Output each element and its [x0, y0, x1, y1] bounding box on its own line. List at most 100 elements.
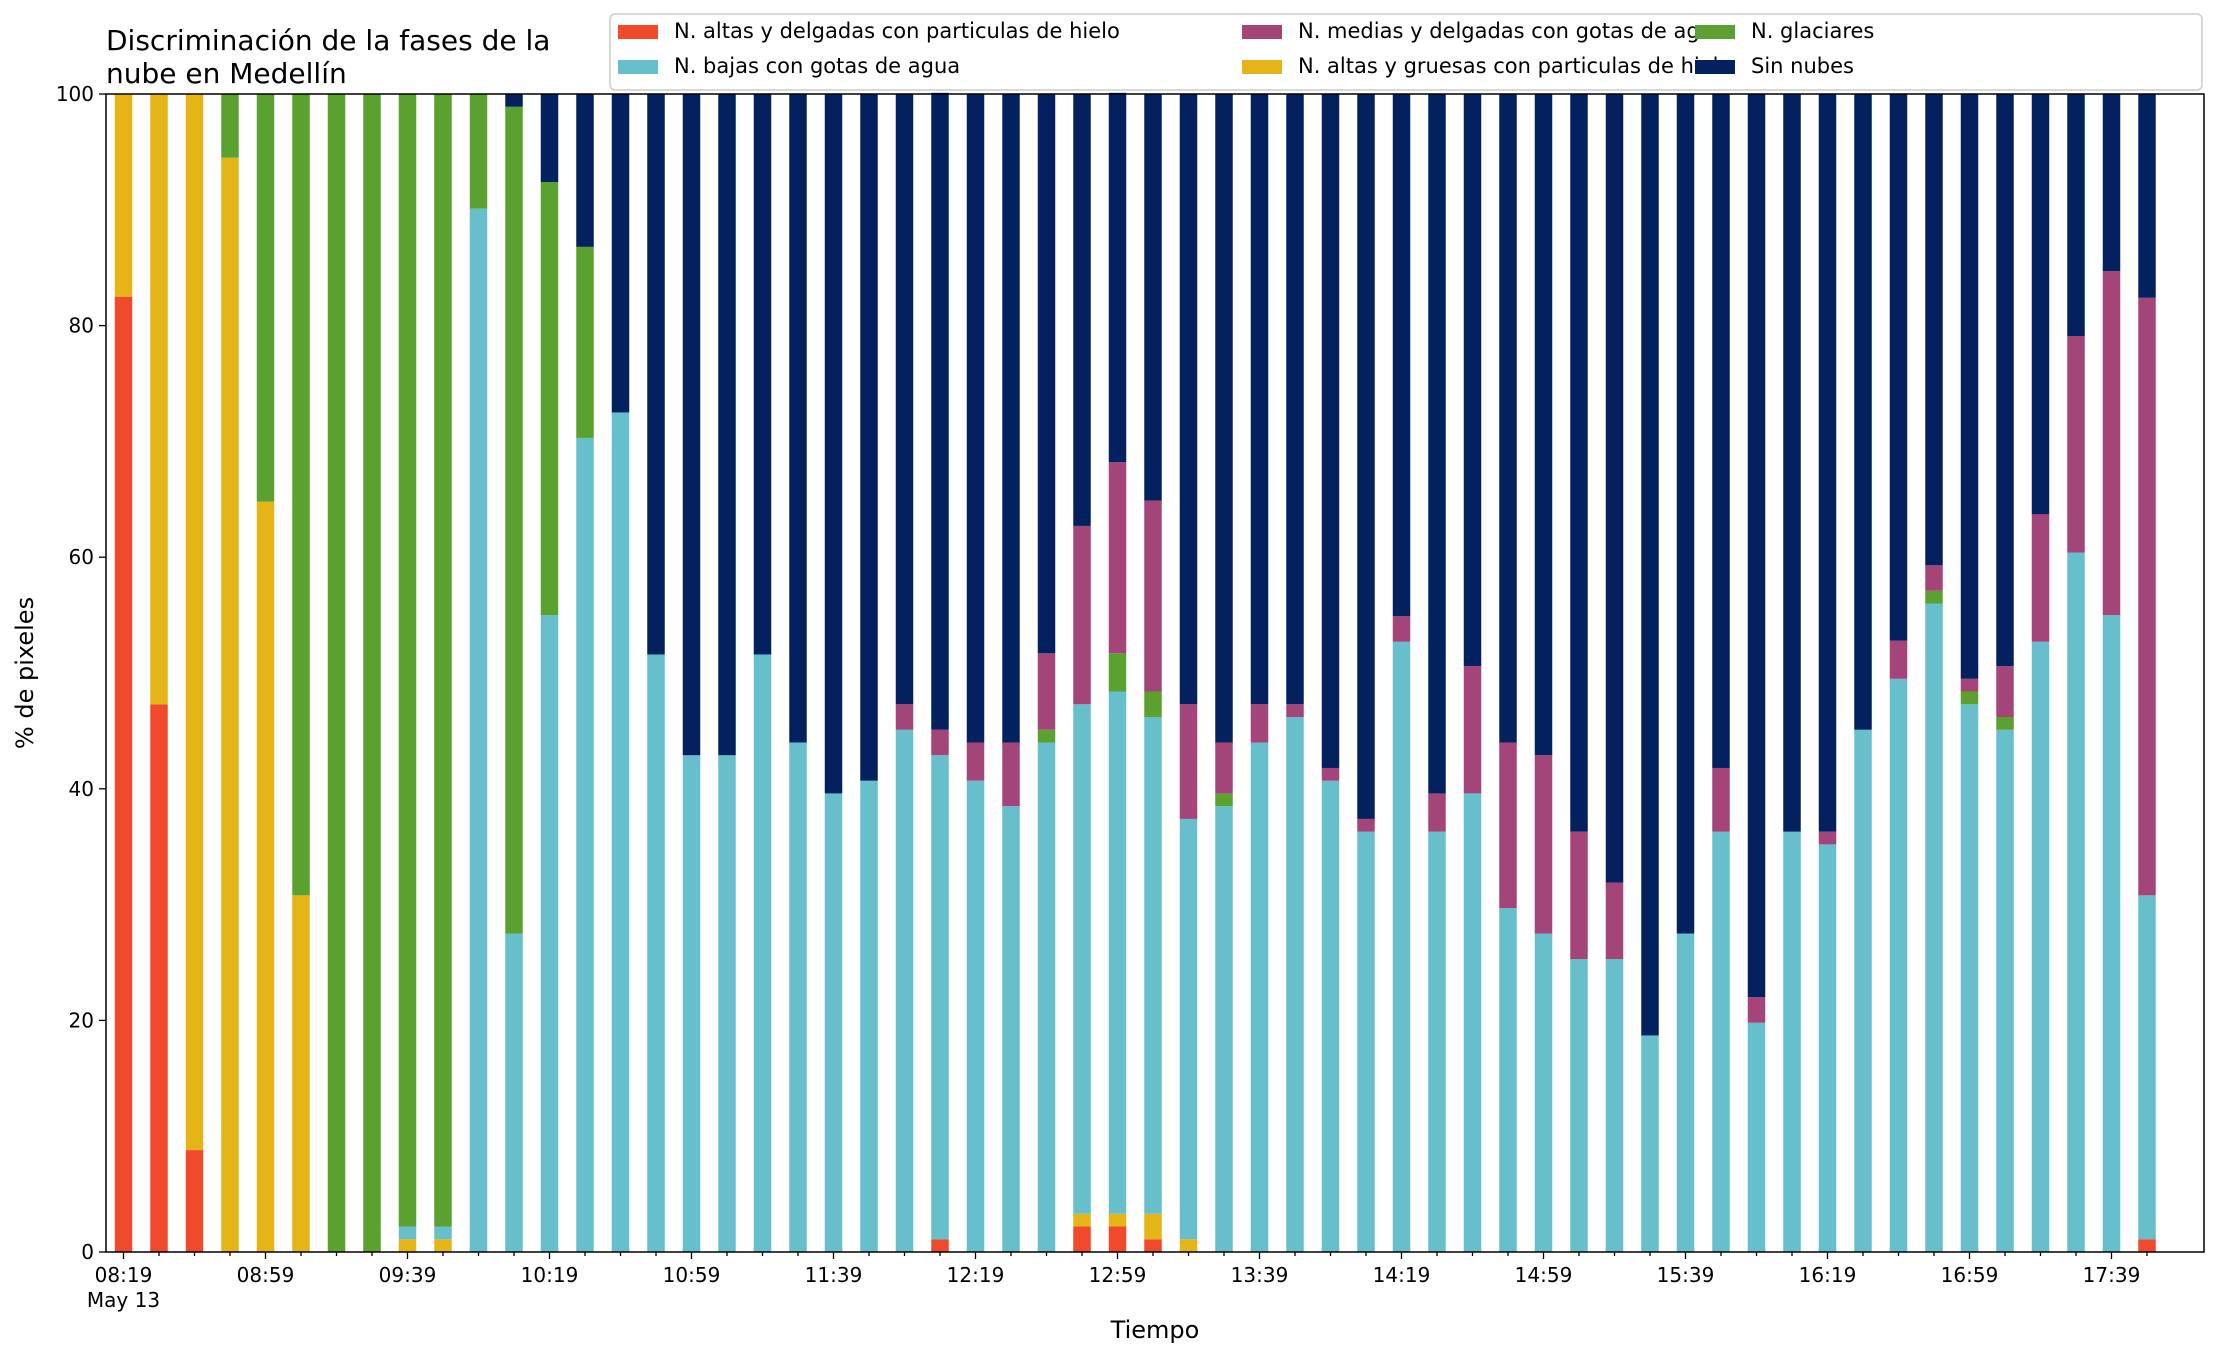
bar-segment-s5-45 [1712, 94, 1730, 768]
bar-segment-s2-39 [1499, 908, 1517, 1252]
bar-segment-s2-26 [1037, 742, 1056, 1252]
bar-segment-s1-27 [1073, 1213, 1091, 1227]
bar-segment-s3-26 [1037, 729, 1056, 743]
bars-group [114, 92, 2156, 1253]
bar-segment-s2-25 [1002, 806, 1020, 1252]
bar-segment-s5-19 [789, 94, 807, 743]
x-tick-label: 08:19 [95, 1263, 153, 1287]
bar-segment-s5-27 [1073, 94, 1091, 526]
bar-segment-s4-42 [1605, 882, 1624, 960]
bar-segment-s5-40 [1534, 94, 1553, 756]
bar-segment-s5-52 [1960, 94, 1979, 679]
bar-segment-s2-20 [824, 793, 843, 1252]
bar-segment-s2-43 [1641, 1035, 1659, 1252]
bar-segment-s5-57 [2138, 94, 2156, 298]
bar-segment-s4-22 [895, 704, 914, 730]
bar-segment-s4-53 [1996, 666, 2014, 717]
x-tick-label: 15:39 [1657, 1263, 1715, 1287]
bar-segment-s2-50 [1889, 678, 1908, 1252]
legend-swatch [618, 60, 658, 74]
x-tick-label: 17:39 [2083, 1263, 2141, 1287]
bar-segment-s4-52 [1960, 678, 1979, 692]
bar-segment-s2-30 [1179, 818, 1198, 1240]
bar-segment-s2-42 [1605, 959, 1624, 1252]
bar-segment-s5-21 [860, 94, 878, 781]
bar-segment-s4-32 [1250, 704, 1269, 743]
legend-swatch [1695, 25, 1735, 39]
bar-segment-s5-46 [1747, 94, 1766, 998]
y-tick-label: 40 [69, 777, 94, 801]
bar-segment-s4-35 [1357, 818, 1375, 832]
bar-segment-s2-23 [931, 755, 949, 1240]
bar-segment-s2-51 [1925, 603, 1943, 1252]
bar-segment-s3-12 [540, 182, 559, 616]
bar-segment-s1-3 [221, 157, 239, 1253]
bar-segment-s4-41 [1570, 831, 1588, 960]
bar-segment-s2-38 [1463, 793, 1482, 1252]
legend-swatch [1242, 25, 1282, 39]
y-tick-label: 80 [69, 314, 94, 338]
bar-segment-s0-0 [114, 296, 133, 1252]
legend-swatch [618, 25, 658, 39]
legend-label: N. altas y delgadas con particulas de hi… [674, 19, 1120, 43]
y-axis-label: % de pixeles [11, 597, 39, 749]
legend-label: N. glaciares [1751, 19, 1874, 43]
bar-segment-s2-28 [1108, 691, 1127, 1214]
bar-segment-s2-53 [1996, 729, 2014, 1252]
bar-segment-s0-27 [1073, 1226, 1091, 1252]
bar-segment-s2-45 [1712, 831, 1730, 1252]
bar-segment-s5-38 [1463, 94, 1482, 667]
bar-segment-s4-28 [1108, 462, 1127, 654]
bar-segment-s5-48 [1818, 94, 1837, 832]
bar-segment-s0-2 [185, 1150, 204, 1252]
bar-segment-s5-56 [2102, 94, 2121, 272]
bar-segment-s0-57 [2138, 1239, 2156, 1252]
bar-segment-s2-21 [860, 780, 878, 1252]
bar-segment-s3-31 [1215, 793, 1233, 807]
y-axis: 0 20 40 60 80 100 [56, 82, 106, 1264]
bar-segment-s5-23 [931, 92, 949, 730]
legend-label: Sin nubes [1751, 54, 1854, 78]
bar-segment-s3-6 [327, 94, 346, 1252]
bar-segment-s3-11 [505, 106, 523, 934]
bar-segment-s5-18 [753, 94, 772, 655]
bar-segment-s3-9 [434, 94, 452, 1227]
x-tick-label: 12:59 [1089, 1263, 1147, 1287]
bar-segment-s2-44 [1676, 933, 1695, 1252]
bar-segment-s2-36 [1392, 641, 1411, 1252]
bar-segment-s3-51 [1925, 590, 1943, 604]
bar-segment-s3-4 [256, 94, 275, 502]
x-tick-label: 12:19 [947, 1263, 1005, 1287]
bar-segment-s2-27 [1073, 704, 1091, 1214]
bar-segment-s5-44 [1676, 94, 1695, 934]
bar-segment-s0-23 [931, 1239, 949, 1252]
y-tick-label: 0 [81, 1240, 94, 1264]
bar-segment-s5-33 [1286, 94, 1304, 705]
bar-segment-s2-9 [434, 1226, 452, 1240]
chart-title: Discriminación de la fases de la nube en … [106, 24, 550, 90]
bar-segment-s2-11 [505, 933, 523, 1252]
bar-segment-s4-56 [2102, 271, 2121, 616]
bar-segment-s2-52 [1960, 704, 1979, 1252]
y-tick-label: 20 [69, 1008, 94, 1032]
bar-segment-s1-1 [150, 94, 168, 705]
bar-segment-s4-57 [2138, 297, 2156, 896]
bar-segment-s2-14 [611, 412, 630, 1252]
bar-segment-s5-30 [1179, 94, 1198, 705]
bar-segment-s5-54 [2031, 94, 2050, 515]
chart-title-line: nube en Medellín [106, 57, 347, 90]
bar-segment-s4-54 [2031, 514, 2050, 642]
bar-segment-s5-55 [2067, 94, 2085, 337]
bar-segment-s2-22 [895, 729, 914, 1252]
bar-segment-s2-31 [1215, 806, 1233, 1252]
bar-segment-s2-16 [682, 755, 701, 1252]
bar-segment-s4-50 [1889, 640, 1908, 679]
bar-segment-s5-50 [1889, 94, 1908, 641]
bar-segment-s4-55 [2067, 336, 2085, 553]
bar-segment-s4-31 [1215, 742, 1233, 794]
x-tick-label: 11:39 [805, 1263, 863, 1287]
bar-segment-s2-29 [1144, 717, 1162, 1214]
bar-segment-s1-0 [114, 94, 133, 297]
